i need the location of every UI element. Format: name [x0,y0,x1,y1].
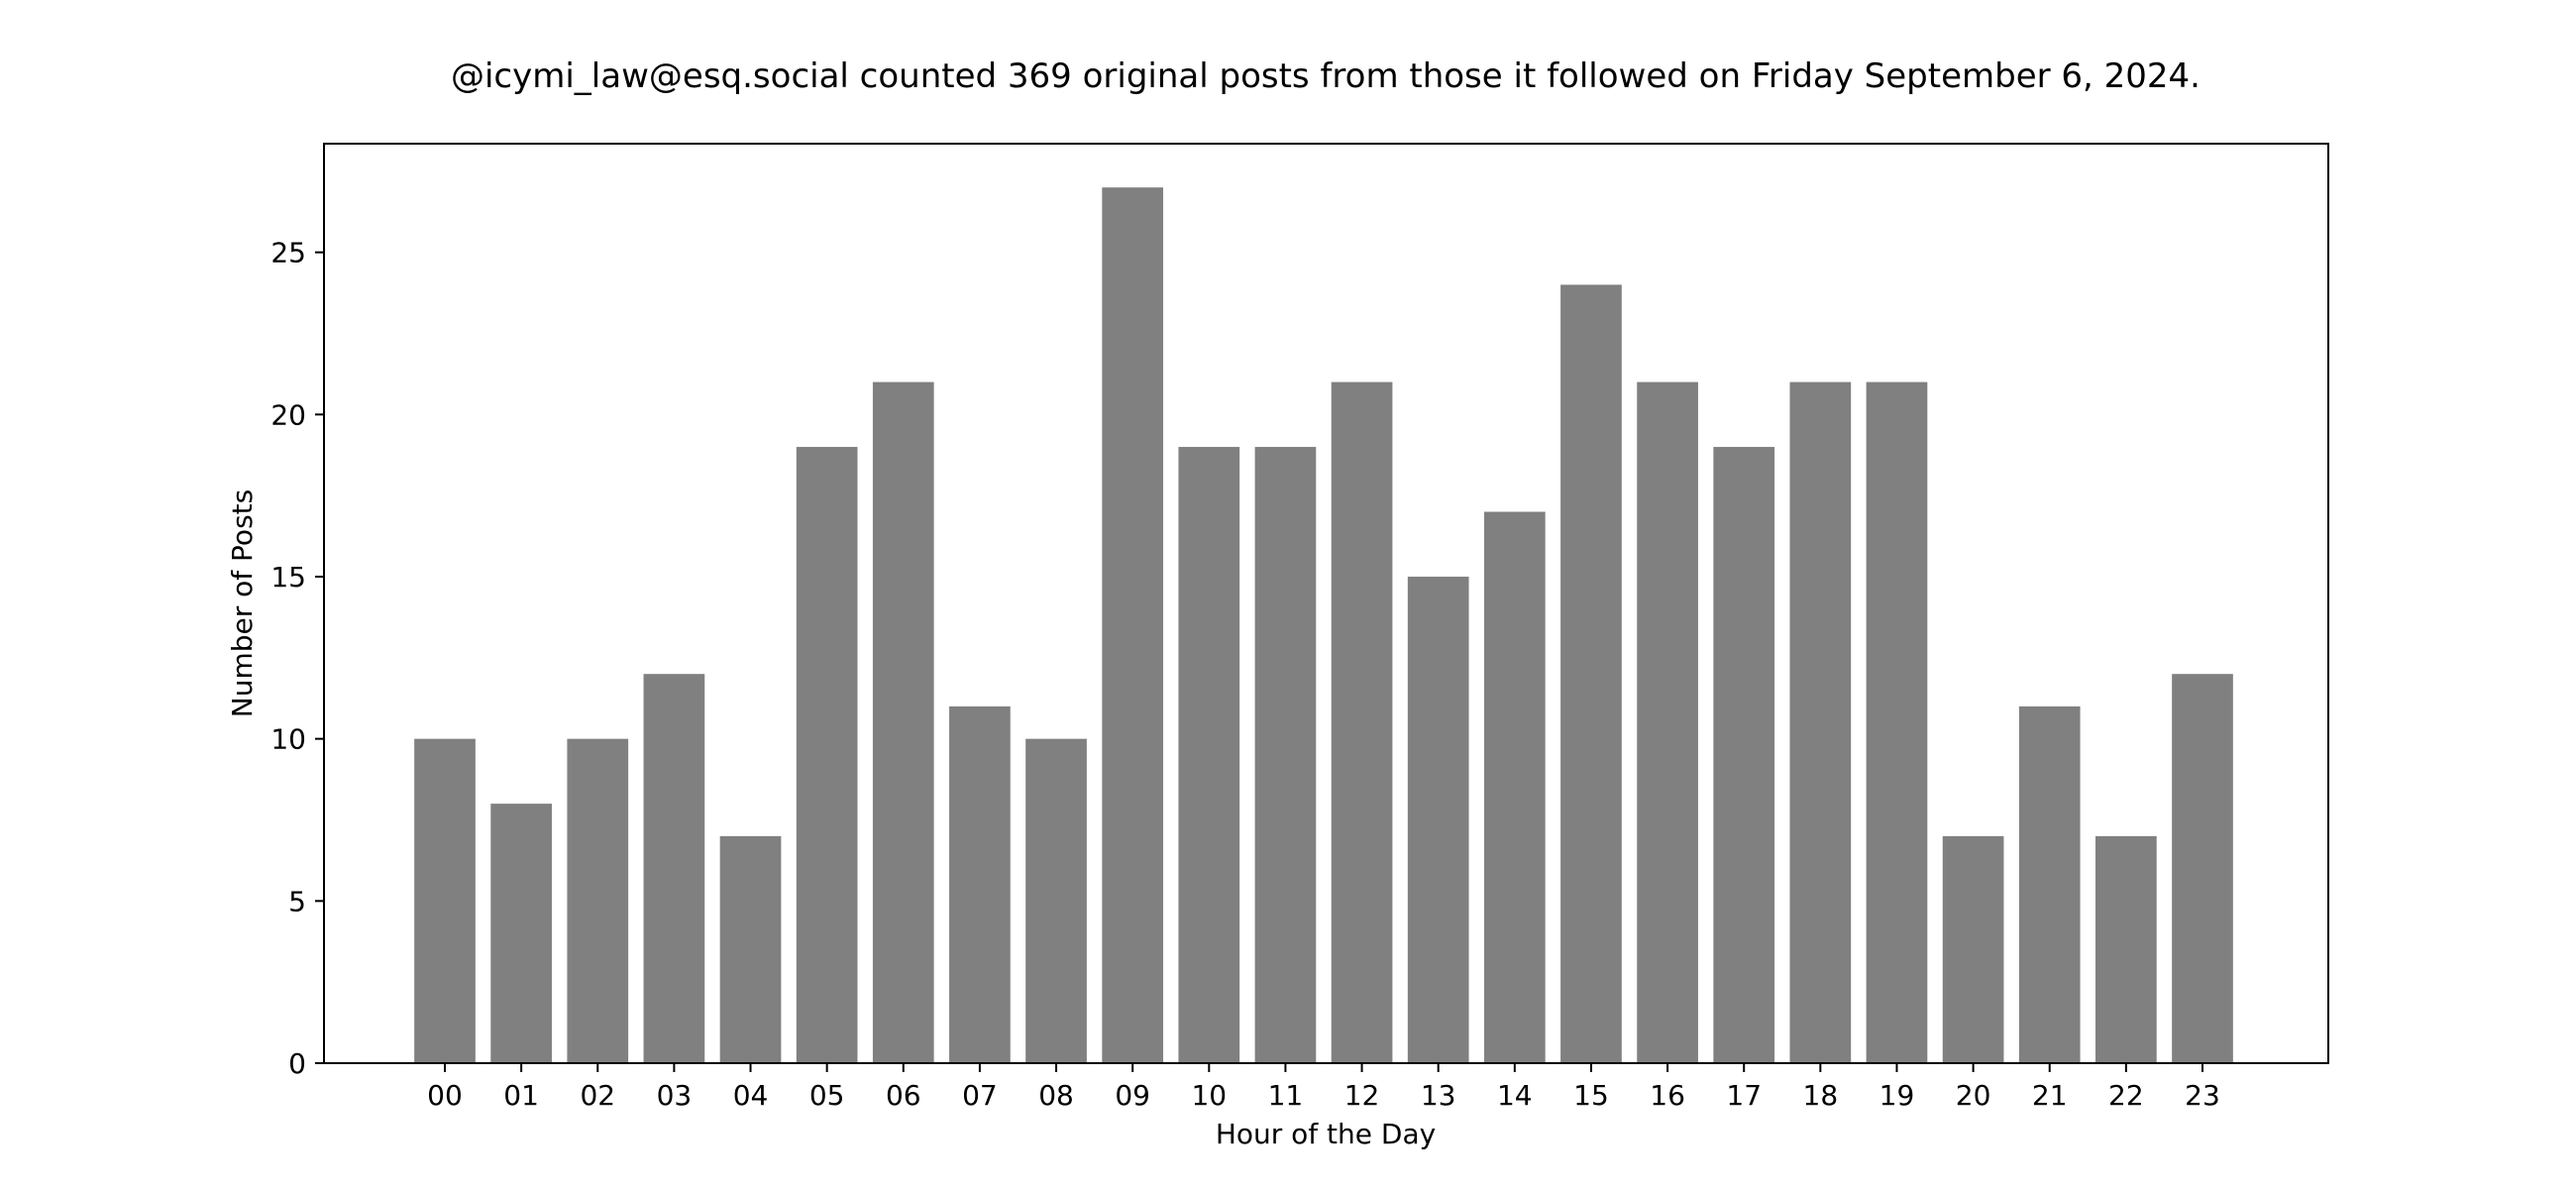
bar-hour-06 [872,381,934,1064]
y-tick-label: 10 [270,723,306,756]
y-tick-label: 20 [270,398,306,431]
bar-hour-19 [1866,381,1928,1064]
y-tick-label: 0 [288,1047,306,1080]
bar-hour-09 [1102,187,1164,1063]
x-tick-label: 13 [1421,1079,1456,1112]
x-tick-label: 11 [1268,1079,1304,1112]
x-tick-label: 00 [427,1079,463,1112]
bar-hour-13 [1407,576,1469,1063]
x-tick-label: 05 [809,1079,845,1112]
x-tick-label: 10 [1191,1079,1227,1112]
x-tick-label: 19 [1879,1079,1915,1112]
bar-hour-17 [1713,447,1775,1063]
x-tick-label: 09 [1115,1079,1150,1112]
x-tick-label: 22 [2108,1079,2144,1112]
bar-hour-04 [719,835,782,1063]
bar-hour-22 [2095,835,2157,1063]
y-axis-ticks: 0 5 10 15 20 25 [270,237,324,1080]
y-tick-label: 15 [270,561,306,594]
bar-hour-10 [1178,447,1240,1063]
bar-hour-16 [1637,381,1698,1064]
x-tick-label: 12 [1344,1079,1380,1112]
bar-hour-00 [414,738,476,1063]
bar-hour-12 [1331,381,1393,1064]
x-tick-label: 17 [1726,1079,1762,1112]
x-axis-label: Hour of the Day [1216,1118,1436,1150]
x-axis-ticks: 00 01 02 03 04 05 06 07 08 09 10 11 12 13 14 15 16 17 18 19… [427,1063,2220,1112]
x-tick-label: 03 [657,1079,693,1112]
x-tick-label: 08 [1038,1079,1074,1112]
x-tick-label: 04 [733,1079,769,1112]
bar-hour-14 [1483,511,1546,1063]
bar-hour-03 [643,674,705,1063]
bar-hour-08 [1025,738,1087,1063]
x-tick-label: 01 [503,1079,539,1112]
x-tick-label: 20 [1956,1079,1991,1112]
x-tick-label: 07 [962,1079,998,1112]
chart-title: @icymi_law@esq.social counted 369 origin… [451,56,2200,96]
bar-hour-05 [796,447,858,1063]
bar-hour-21 [2018,705,2081,1063]
y-axis-label: Number of Posts [226,489,259,717]
bar-hour-15 [1560,284,1622,1063]
x-tick-label: 16 [1650,1079,1685,1112]
x-tick-label: 02 [580,1079,615,1112]
bar-hour-01 [490,804,552,1063]
bars-group [414,187,2233,1064]
x-tick-label: 14 [1497,1079,1533,1112]
x-tick-label: 23 [2185,1079,2220,1112]
y-tick-label: 25 [270,237,306,270]
bar-hour-11 [1254,447,1317,1063]
bar-hour-20 [1942,835,2004,1063]
x-tick-label: 06 [886,1079,921,1112]
x-tick-label: 21 [2032,1079,2068,1112]
bar-hour-18 [1789,381,1852,1064]
bar-hour-23 [2172,674,2233,1063]
x-tick-label: 15 [1573,1079,1609,1112]
bar-hour-07 [949,705,1011,1063]
plot-frame [323,143,2329,1064]
x-tick-label: 18 [1803,1079,1839,1112]
bar-hour-02 [567,738,629,1063]
y-tick-label: 5 [288,885,306,918]
